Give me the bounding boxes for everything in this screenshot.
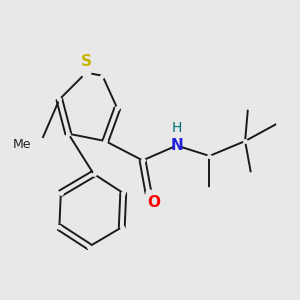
Text: N: N [170, 138, 183, 153]
Text: Me: Me [13, 138, 32, 151]
Text: O: O [147, 195, 161, 210]
Text: S: S [81, 54, 92, 69]
Text: H: H [172, 121, 182, 135]
